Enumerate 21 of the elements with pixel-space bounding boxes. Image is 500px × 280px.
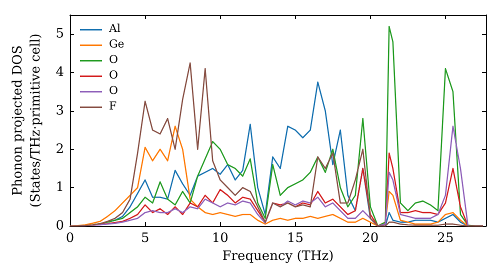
legend-label: F [109, 100, 117, 112]
x-tick-label: 15 [286, 231, 304, 246]
x-tick-label: 0 [66, 231, 74, 246]
legend-label: O [109, 68, 118, 82]
y-tick-label: 5 [56, 26, 64, 42]
y-tick-label: 2 [56, 142, 64, 157]
y-axis-title: Phonon projected DOS (States/THz·primitive cell) [10, 33, 44, 208]
legend-label: Ge [109, 38, 124, 50]
y-tick-label: 0 [56, 218, 64, 234]
legend-label: Al [108, 22, 121, 35]
x-axis-title: Frequency (THz) [222, 248, 334, 264]
x-tick-label: 20 [362, 231, 379, 246]
x-tick-label: 10 [212, 231, 228, 246]
x-tick-label: 5 [140, 231, 150, 246]
line-series [69, 62, 484, 227]
y-tick-label: 3 [56, 103, 64, 118]
y-tick-label: 1 [56, 180, 64, 196]
y-tick-label: 4 [56, 65, 64, 80]
x-tick-label: 25 [437, 231, 454, 246]
legend-label: O [109, 84, 118, 97]
legend-label: O [109, 53, 118, 66]
